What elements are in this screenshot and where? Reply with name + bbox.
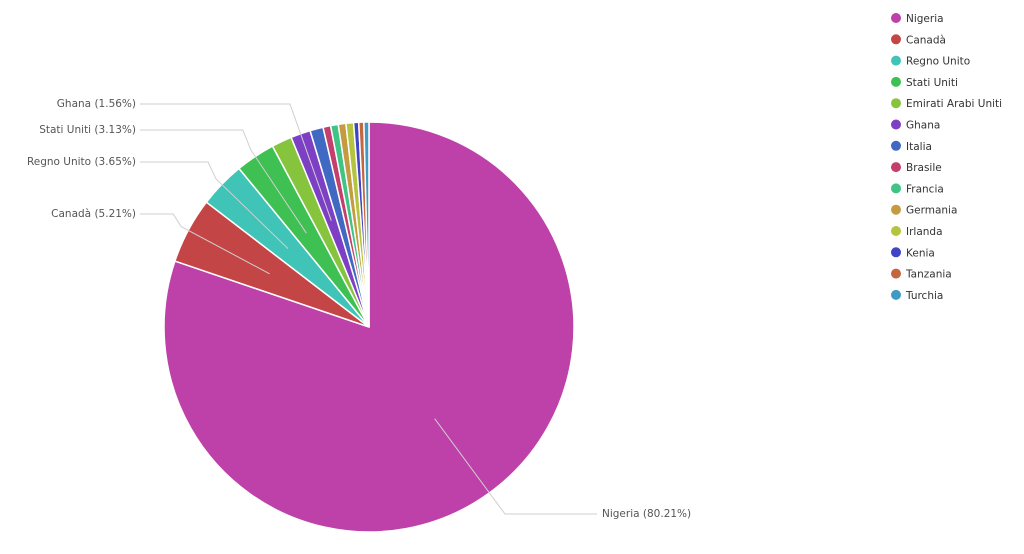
legend-label-germania: Germania [906,205,957,217]
legend-label-regno-unito: Regno Unito [906,56,970,68]
legend-marker-germania [891,204,901,215]
legend-item-nigeria[interactable]: Nigeria [891,13,944,25]
legend-marker-stati-uniti [891,76,901,87]
slice-labels: Nigeria (80.21%) Canadà (5.21%) Regno Unit… [27,98,691,520]
legend-marker-ghana [891,119,901,130]
leader-line-nigeria [434,418,597,515]
leader-line-stati-uniti [140,129,307,234]
legend-marker-tanzania [891,268,901,279]
legend-marker-francia [891,183,901,194]
legend-item-brasile[interactable]: Brasile [891,162,942,174]
legend-item-kenia[interactable]: Kenia [891,247,935,259]
legend-marker-irlanda [891,226,901,236]
leader-line-canada [140,213,270,275]
legend-item-germania[interactable]: Germania [891,204,957,217]
leader-line-ghana [140,103,332,221]
legend-item-regno-unito[interactable]: Regno Unito [891,55,970,68]
slice-label-nigeria: Nigeria (80.21%) [602,508,691,520]
legend-label-emirati-arabi-uniti: Emirati Arabi Uniti [906,98,1002,110]
legend-label-nigeria: Nigeria [906,13,944,25]
legend-marker-italia [891,140,901,151]
legend-item-italia[interactable]: Italia [891,140,932,153]
legend-item-stati-uniti[interactable]: Stati Uniti [891,76,958,89]
legend-item-turchia[interactable]: Turchia [891,289,943,302]
pie-slice-turchia[interactable] [363,121,370,328]
legend-label-stati-uniti: Stati Uniti [906,77,958,89]
pie-slices [163,121,575,533]
legend: Nigeria Canadà Regno Unito Stati Uniti Emira… [891,13,1002,302]
legend-label-kenia: Kenia [906,247,935,259]
legend-label-tanzania: Tanzania [905,269,952,281]
legend-marker-canada [891,34,901,45]
legend-item-irlanda[interactable]: Irlanda [891,226,943,238]
legend-marker-brasile [891,162,901,173]
legend-item-canada[interactable]: Canadà [891,34,946,46]
legend-label-canada: Canadà [906,34,946,46]
legend-marker-regno-unito [891,55,901,66]
leader-line-regno-unito [140,161,289,249]
legend-label-ghana: Ghana [906,120,940,132]
slice-label-stati-uniti: Stati Uniti (3.13%) [39,124,136,136]
slice-leader-lines [140,103,597,515]
legend-label-italia: Italia [906,141,932,153]
slice-label-regno-unito: Regno Unito (3.65%) [27,156,136,168]
legend-item-francia[interactable]: Francia [891,183,944,195]
legend-label-francia: Francia [906,183,944,195]
legend-item-emirati-arabi-uniti[interactable]: Emirati Arabi Uniti [891,98,1002,110]
legend-label-brasile: Brasile [906,162,942,174]
legend-marker-kenia [891,247,901,258]
legend-marker-turchia [891,289,901,300]
slice-label-ghana: Ghana (1.56%) [57,98,136,110]
legend-label-turchia: Turchia [905,290,943,302]
legend-item-tanzania[interactable]: Tanzania [891,268,952,281]
legend-marker-nigeria [891,13,901,23]
legend-item-ghana[interactable]: Ghana [891,119,940,132]
legend-marker-emirati-arabi-uniti [891,98,901,109]
legend-label-irlanda: Irlanda [906,226,943,238]
slice-label-canada: Canadà (5.21%) [51,208,136,220]
